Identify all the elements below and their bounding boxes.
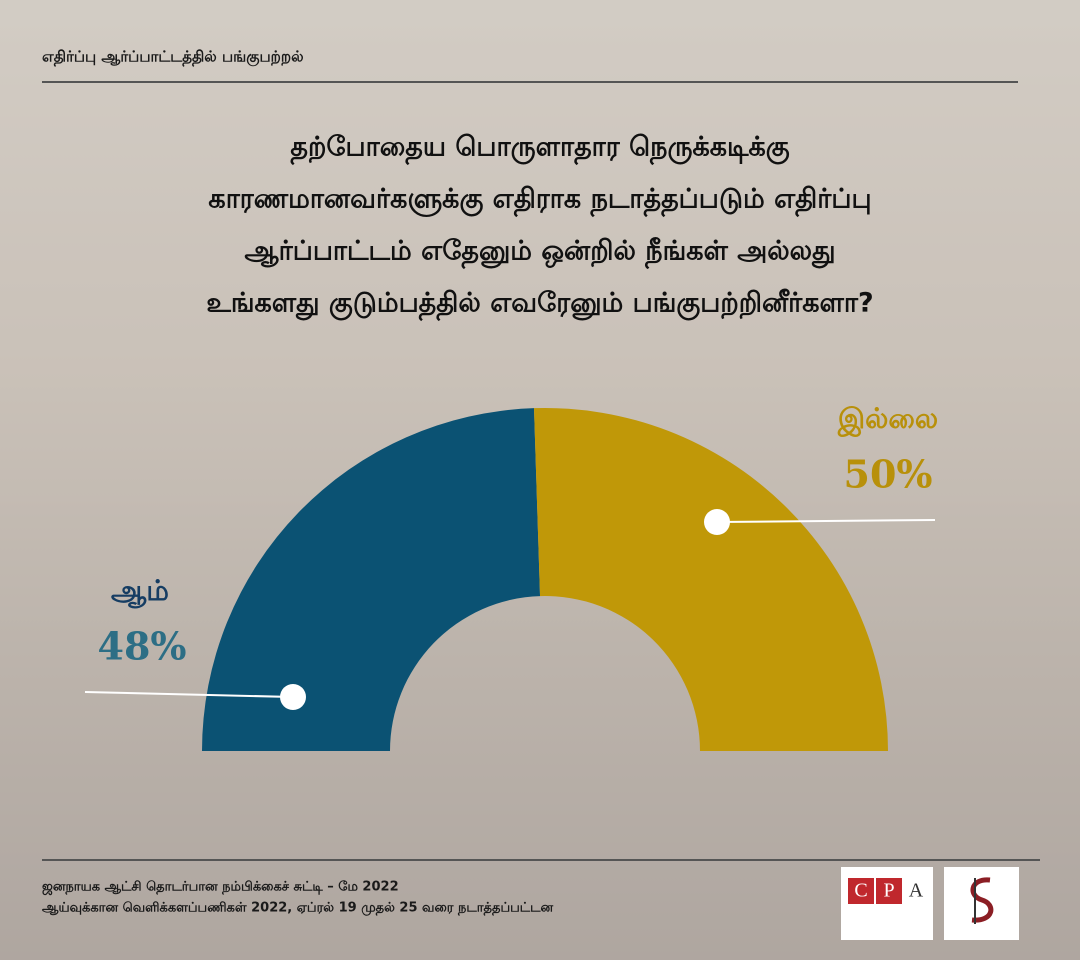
leader-line: [716, 519, 936, 523]
logo-block: [848, 878, 874, 904]
value-label: 48%: [98, 624, 187, 669]
logo-letter: A: [909, 880, 924, 902]
leader-dot: [280, 684, 306, 710]
sri-logo: [944, 867, 1019, 940]
legend-label: ஆம்: [111, 574, 169, 609]
donut-segment: [534, 408, 888, 751]
leader-line: [84, 691, 294, 698]
logo-mark: [970, 877, 994, 923]
cpa-logo: C P A: [841, 867, 933, 940]
value-label: 50%: [844, 452, 933, 497]
footer-line: ஆய்வுக்கான வெளிக்களப்பணிகள் 2022, ஏப்ரல்…: [42, 901, 553, 916]
header-title: எதிர்ப்பு ஆர்ப்பாட்டத்தில் பங்குபற்றல்: [42, 48, 304, 67]
footer-line: ஜனநாயக ஆட்சி தொடர்பான நம்பிக்கைச் சுட்டி…: [42, 880, 399, 896]
question-line: ஆர்ப்பாட்டம் எதேனும் ஒன்றில் நீங்கள் அல்…: [245, 236, 836, 270]
question-line: தற்போதைய பொருளாதார நெருக்கடிக்கு: [290, 132, 789, 166]
logo-block: [876, 878, 902, 904]
logo-letter: C: [854, 880, 867, 902]
question-line: காரணமானவர்களுக்கு எதிராக நடாத்தப்படும் எ…: [208, 184, 871, 218]
legend-label: இல்லை: [837, 402, 938, 437]
logo-letter: P: [883, 880, 894, 902]
leader-dot: [704, 509, 730, 535]
donut-segment: [202, 408, 541, 751]
question-line: உங்களது குடும்பத்தில் எவரேனும் பங்குபற்ற…: [206, 288, 873, 322]
